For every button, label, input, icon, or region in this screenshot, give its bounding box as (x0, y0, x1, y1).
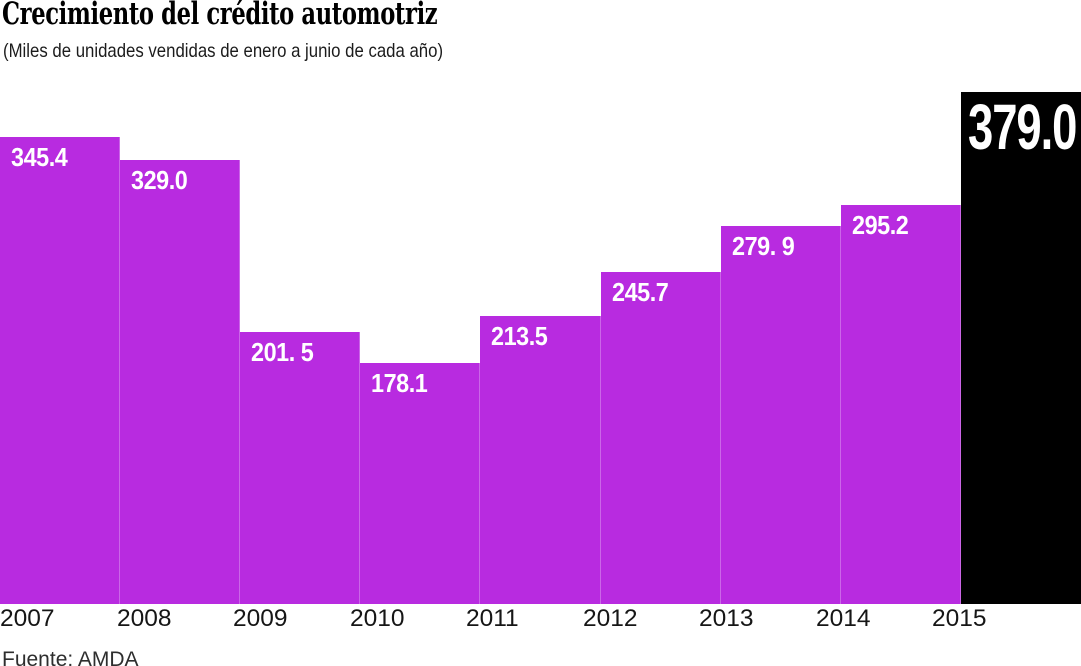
bar-highlight-2015: 379.0 (961, 92, 1081, 604)
bar-value-label: 279. 9 (732, 231, 795, 261)
chart-title: Crecimiento del crédito automotriz (2, 0, 598, 32)
bar-2013: 279. 9 (721, 226, 841, 604)
bar-2014: 295.2 (841, 205, 961, 604)
bar-value-label: 379.0 (968, 91, 1077, 163)
bar-2009: 201. 5 (240, 332, 360, 604)
bar-value-label: 178.1 (371, 368, 428, 398)
bar-2010: 178.1 (360, 363, 480, 604)
chart-subtitle: (Miles de unidades vendidas de enero a j… (3, 40, 515, 63)
chart-subtitle-text: (Miles de unidades vendidas de enero a j… (3, 40, 444, 62)
bar-2012: 245.7 (601, 272, 721, 604)
bar-2007: 345.4 (0, 137, 120, 604)
source-note: Fuente: AMDA (2, 648, 139, 666)
chart-title-text: Crecimiento del crédito automotriz (2, 0, 438, 32)
bar-value-label: 213.5 (491, 321, 548, 351)
bar-value-label: 329.0 (131, 165, 188, 195)
bar-value-label: 345.4 (11, 142, 68, 172)
bar-2008: 329.0 (120, 160, 240, 604)
bar-value-label: 201. 5 (251, 337, 314, 367)
bar-value-label: 245.7 (612, 277, 669, 307)
bar-2011: 213.5 (480, 316, 601, 604)
bar-value-label: 295.2 (852, 210, 909, 240)
